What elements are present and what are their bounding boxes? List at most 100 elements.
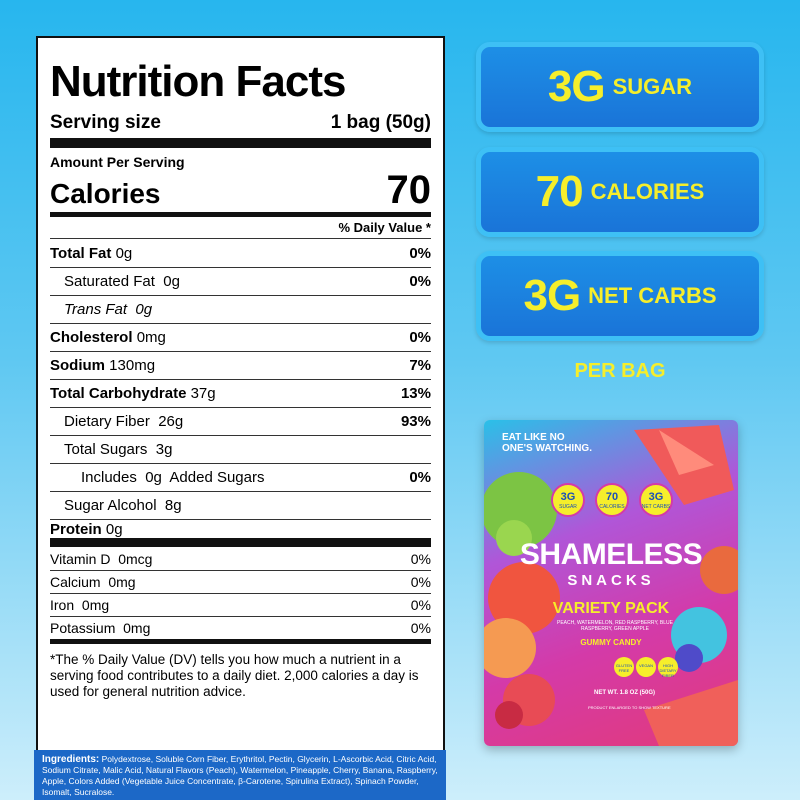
nutrient-label: Saturated Fat <box>64 273 155 290</box>
vitamin-label: Iron <box>50 597 75 613</box>
highlight-label: CALORIES <box>590 179 705 204</box>
nutrient-label: Trans Fat <box>64 301 128 318</box>
peach-icon <box>484 618 536 678</box>
nutrient-dv: 0% <box>409 469 431 486</box>
fiber-seal-icon <box>658 657 678 677</box>
nutrient-amount: 0g <box>163 273 180 290</box>
calories-value: 70 <box>386 168 432 212</box>
nutrient-row-total-sugars: Total Sugars 3g <box>50 435 431 463</box>
nutrient-dv: 0% <box>409 329 431 346</box>
apple-icon <box>496 520 532 556</box>
nutrient-amount: 8g <box>164 497 182 514</box>
red-gummy-icon <box>488 562 560 634</box>
nutrient-label: Total Carbohydrate <box>50 385 187 402</box>
vitamin-amount: 0mcg <box>118 550 153 567</box>
nutrient-row-trans-fat: Trans Fat 0g <box>50 295 431 323</box>
nutrition-facts-panel: Nutrition Facts Serving size 1 bag (50g)… <box>36 36 445 800</box>
highlight-value: 3G <box>547 62 606 111</box>
brand-name: SHAMELESS <box>519 538 703 571</box>
amount-per-serving: Amount Per Serving <box>50 154 185 170</box>
watermelon-slice-icon <box>659 430 714 475</box>
nutrient-amount: 37g <box>190 385 216 402</box>
blueberry-icon <box>675 644 703 672</box>
nutrient-label: Dietary Fiber <box>64 413 150 430</box>
vitamin-dv: 0% <box>410 597 431 613</box>
badge-net-carbs-label: NET CARBS <box>641 504 671 510</box>
vitamin-label: Calcium <box>50 574 101 590</box>
nutrient-row-added-sugars: Includes 0g Added Sugars 0% <box>50 463 431 491</box>
highlight-label: SUGAR <box>612 74 693 99</box>
seal-gluten-free: GLUTEN FREE <box>615 663 633 673</box>
gluten-free-seal-icon <box>614 657 634 677</box>
serving-size-label: Serving size <box>50 112 161 133</box>
serving-size-value: 1 bag (50g) <box>330 112 431 133</box>
badge-net-carbs-value: 3G <box>648 491 664 503</box>
candy-type: GUMMY CANDY <box>580 638 642 647</box>
nutrient-row-total-carbohydrate: Total Carbohydrate 37g 13% <box>50 379 431 407</box>
nutrient-amount: 0g <box>105 520 123 538</box>
serving-size-row: Serving size 1 bag (50g) <box>50 106 431 148</box>
seal-vegan: VEGAN <box>638 663 653 668</box>
package-tagline: EAT LIKE NO ONE'S WATCHING. <box>502 432 592 454</box>
added-sugars-suffix: Added Sugars <box>169 469 265 486</box>
nutrient-label: Protein <box>50 520 102 538</box>
nutrient-label: Cholesterol <box>50 329 133 346</box>
nutrient-amount: 0g <box>145 469 162 486</box>
raspberry-icon <box>495 701 523 729</box>
calories-row: Calories 70 <box>50 170 431 217</box>
net-carbs-badge-icon <box>639 483 673 517</box>
vitamin-dv: 0% <box>410 574 431 590</box>
highlight-value: 70 <box>535 167 584 216</box>
per-bag-label: PER BAG <box>574 360 666 382</box>
ingredients-text: Polydextrose, Soluble Corn Fiber, Erythr… <box>42 754 438 797</box>
package-artwork <box>484 425 738 746</box>
peach-gummy-icon <box>700 546 738 594</box>
vitamin-row-potassium: Potassium 0mg 0% <box>50 616 431 639</box>
nutrient-dv: 0% <box>409 244 431 262</box>
nutrient-row-total-fat: Total Fat 0g 0% <box>50 239 431 267</box>
nutrient-row-sugar-alcohol: Sugar Alcohol 8g <box>50 491 431 519</box>
watermelon-bottom-icon <box>644 680 738 746</box>
vitamin-amount: 0mg <box>108 574 136 590</box>
vitamin-amount: 0mg <box>81 597 110 613</box>
ingredients-label: Ingredients: <box>42 754 100 765</box>
daily-value-footnote: *The % Daily Value (DV) tells you how mu… <box>50 639 431 700</box>
vitamin-row-iron: Iron 0mg 0% <box>50 593 431 616</box>
sugar-badge-icon <box>551 483 585 517</box>
nutrient-label: Sodium <box>50 357 105 374</box>
vitamin-label: Potassium <box>50 620 116 636</box>
calories-label: Calories <box>50 178 161 209</box>
sugar-highlight: 3G SUGAR <box>476 42 764 132</box>
nutrient-label: Total Fat <box>50 244 112 262</box>
vitamin-amount: 0mg <box>123 620 151 636</box>
badge-calories-label: CALORIES <box>599 504 625 510</box>
net-weight: NET WT. 1.8 OZ (50G) <box>594 690 656 696</box>
vitamin-dv: 0% <box>410 620 431 636</box>
brand-subtitle: SNACKS <box>567 572 655 589</box>
daily-value-header: % Daily Value * <box>50 217 431 239</box>
nutrient-label: Includes <box>81 469 137 486</box>
nutrient-amount: 0mg <box>136 329 166 346</box>
badge-sugar-value: 3G <box>560 491 576 503</box>
nutrient-row-saturated-fat: Saturated Fat 0g 0% <box>50 267 431 295</box>
highlight-label: NET CARBS <box>588 283 717 308</box>
highlight-value: 3G <box>523 271 581 320</box>
nutrient-amount: 3g <box>155 441 173 458</box>
nutrient-dv: 93% <box>400 413 431 430</box>
badge-sugar-label: SUGAR <box>559 504 577 510</box>
vitamin-row-vitamin-d: Vitamin D 0mcg 0% <box>50 547 431 570</box>
nutrient-row-dietary-fiber: Dietary Fiber 26g 93% <box>50 407 431 435</box>
nutrient-dv: 0% <box>409 273 431 290</box>
badge-calories-value: 70 <box>605 491 619 503</box>
calories-highlight: 70 CALORIES <box>476 147 764 237</box>
nutrient-dv: 7% <box>409 357 431 374</box>
nutrient-row-cholesterol: Cholesterol 0mg 0% <box>50 323 431 351</box>
vegan-seal-icon <box>636 657 656 677</box>
nutrient-amount: 130mg <box>109 357 156 374</box>
nutrient-dv: 13% <box>400 385 431 402</box>
net-carbs-highlight: 3G NET CARBS <box>476 251 764 341</box>
seal-fiber: HIGH DIETARY FIBER <box>659 663 677 678</box>
product-package: EAT LIKE NO ONE'S WATCHING. 3G SUGAR 70 … <box>484 420 738 746</box>
variety-pack-label: VARIETY PACK <box>552 600 670 617</box>
nutrient-row-protein: Protein 0g <box>50 519 431 547</box>
